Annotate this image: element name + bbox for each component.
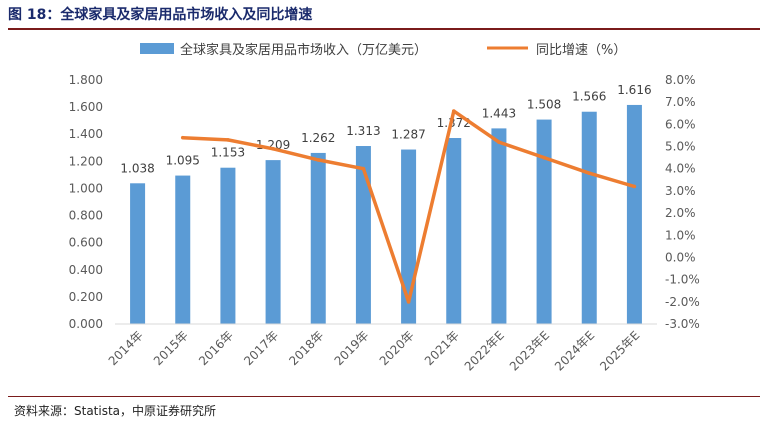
x-tick-label: 2021年 [422,328,462,368]
bars [130,104,642,325]
title-divider [8,28,760,30]
x-tick-label: 2015年 [151,328,191,368]
bar [310,152,326,324]
bar-value-label: 1.153 [211,146,245,160]
x-tick-label: 2024年E [552,328,597,373]
bar-value-label: 1.372 [437,116,471,130]
chart: 全球家具及家居用品市场收入（万亿美元） 同比增速（%） 0.000 0.200 0.4… [69,42,700,374]
x-tick-label: 2020年 [377,328,417,368]
legend-label-line: 同比增速（%） [536,43,626,58]
left-tick-label: 1.000 [69,181,103,195]
bar [581,111,597,324]
right-tick-label: 1.0% [665,228,696,242]
bar-value-label: 1.287 [391,128,425,142]
left-tick-label: 1.400 [69,127,103,141]
right-tick-label: 2.0% [665,206,696,220]
growth-point [271,146,275,151]
bar-value-label: 1.508 [527,98,561,112]
legend: 全球家具及家居用品市场收入（万亿美元） 同比增速（%） [140,42,626,58]
growth-point [406,300,411,304]
right-axis: -3.0% -2.0% -1.0% 0.0% 1.0% 2.0% 3.0% 4.0% 5.0% 6… [665,73,700,331]
bar-value-label: 1.616 [617,83,651,97]
x-tick-label: 2025年E [597,328,642,373]
bar [626,104,642,324]
right-tick-label: -2.0% [665,295,700,309]
left-tick-label: 0.200 [69,290,103,304]
bar [220,167,236,324]
x-axis: 2014年 2015年 2016年 2017年 2018年 2019年 2020年 2021年… [106,323,657,374]
bar [536,119,552,325]
bar-value-label: 1.262 [301,131,335,145]
x-tick-label: 2017年 [241,328,281,368]
legend-label-bar: 全球家具及家居用品市场收入（万亿美元） [180,42,427,58]
bar-value-label: 1.566 [572,90,606,104]
right-tick-label: 5.0% [665,140,696,154]
growth-point [497,140,501,144]
left-tick-label: 1.800 [69,73,103,87]
growth-point [316,158,321,162]
bar [446,138,462,324]
bar-value-label: 1.038 [120,161,154,175]
legend-swatch-bar [140,43,174,54]
growth-point [361,166,366,171]
left-axis: 0.000 0.200 0.400 0.600 0.800 1.000 1.200 1.400… [69,73,103,331]
left-tick-label: 0.600 [69,236,103,250]
growth-point [180,135,185,140]
growth-line-layer [180,109,637,304]
bar [265,160,281,324]
left-tick-label: 0.000 [69,317,103,331]
x-tick-label: 2023年E [507,328,552,373]
x-tick-label: 2014年 [106,328,146,368]
bar [175,175,191,324]
growth-point [451,109,456,113]
growth-point [226,138,230,142]
source-note: 资料来源：Statista，中原证券研究所 [14,404,217,418]
x-tick-label: 2016年 [196,328,236,368]
right-tick-label: 8.0% [665,73,696,87]
left-tick-label: 0.400 [69,263,103,277]
right-tick-label: 3.0% [665,184,696,198]
bar-value-label: 1.095 [166,154,200,168]
source-divider [8,396,760,397]
right-tick-label: -3.0% [665,317,700,331]
right-tick-label: -1.0% [665,273,700,287]
bar [491,128,507,324]
bar [130,183,146,324]
bar [355,146,371,324]
right-tick-label: 7.0% [665,95,696,109]
x-tick-label: 2018年 [286,328,326,368]
right-tick-label: 6.0% [665,117,696,131]
right-tick-label: 0.0% [665,250,696,264]
x-tick-label: 2022年E [462,328,507,373]
growth-point [587,171,592,175]
growth-point [542,155,546,160]
left-tick-label: 0.800 [69,209,103,223]
right-tick-label: 4.0% [665,162,696,176]
figure-title: 图 18：全球家具及家居用品市场收入及同比增速 [8,7,313,23]
left-tick-label: 1.200 [69,154,103,168]
left-tick-label: 1.600 [69,100,103,114]
bar-value-label: 1.313 [346,124,380,138]
bar-value-label: 1.443 [482,106,516,120]
x-tick-label: 2019年 [332,328,372,368]
growth-point [632,184,637,189]
